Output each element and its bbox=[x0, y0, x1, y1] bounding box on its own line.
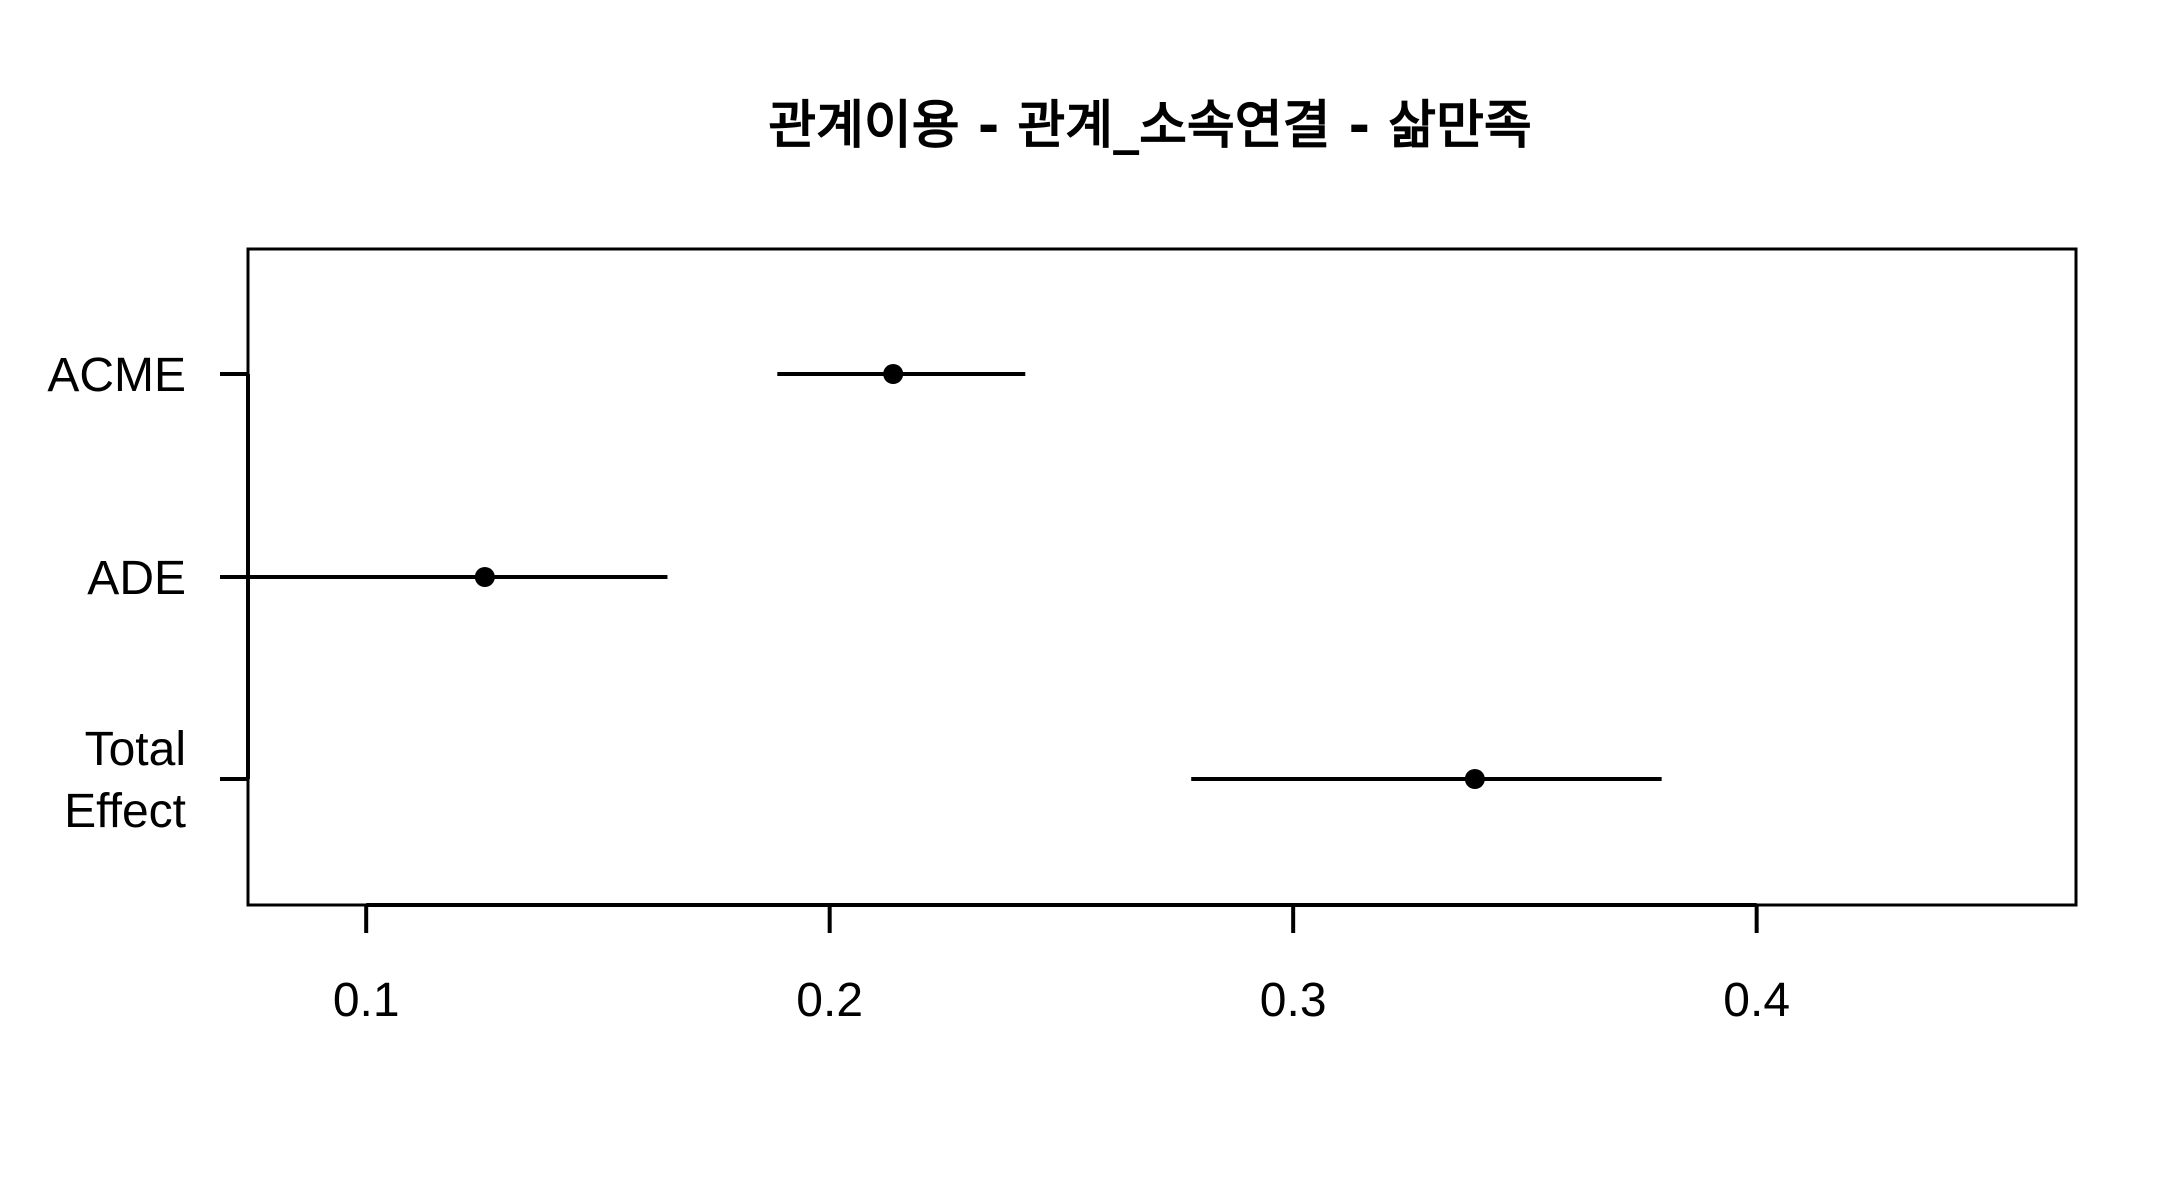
y-tick-label: ADE bbox=[87, 552, 186, 605]
y-tick-label: ACME bbox=[47, 349, 186, 402]
estimate-point bbox=[474, 567, 495, 587]
x-tick-label: 0.3 bbox=[1260, 974, 1327, 1027]
x-axis: 0.1 0.2 0.3 0.4 bbox=[333, 903, 1790, 1027]
chart-title: 관계이용 - 관계_소속연결 - 삶만족 bbox=[768, 96, 1532, 156]
y-axis: ACME ADE Total Effect bbox=[47, 349, 250, 838]
x-tick-label: 0.4 bbox=[1723, 974, 1790, 1027]
estimate-point bbox=[1464, 769, 1485, 789]
x-tick-label: 0.2 bbox=[796, 974, 863, 1027]
interval-marks bbox=[248, 364, 1662, 789]
y-tick-label: Total Effect bbox=[64, 723, 186, 838]
estimate-point bbox=[883, 364, 904, 384]
x-tick-label: 0.1 bbox=[333, 974, 400, 1027]
